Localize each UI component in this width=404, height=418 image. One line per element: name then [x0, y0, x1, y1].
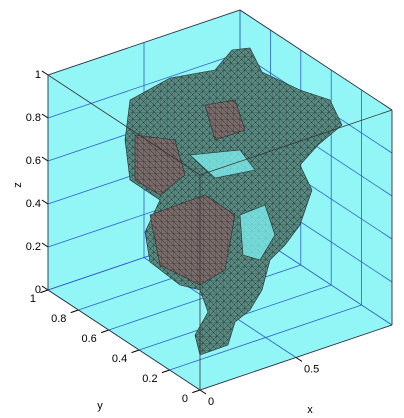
- y-axis-label: y: [97, 400, 103, 412]
- z-tick-label: 0.8: [26, 112, 41, 124]
- tick-mark: [42, 200, 48, 204]
- tick-mark: [40, 290, 48, 293]
- tick-mark: [132, 350, 140, 353]
- x-tick-label: 0.5: [304, 363, 319, 375]
- tick-mark: [42, 286, 48, 290]
- y-tick-label: 0.6: [82, 333, 97, 345]
- tick-mark: [296, 358, 302, 362]
- tick-mark: [101, 330, 109, 333]
- tick-mark: [42, 243, 48, 247]
- tick-mark: [42, 71, 48, 75]
- y-tick-label: 1: [30, 293, 36, 305]
- tick-mark: [192, 390, 200, 393]
- y-tick-label: 0.8: [51, 313, 66, 325]
- tick-mark: [42, 114, 48, 118]
- tick-mark: [162, 370, 170, 373]
- chart: 00.20.40.60.8100.20.40.60.8100.5 x y z: [0, 0, 404, 418]
- tick-mark: [42, 157, 48, 161]
- z-tick-label: 0.2: [26, 241, 41, 253]
- z-tick-label: 0.4: [26, 198, 41, 210]
- y-tick-label: 0: [182, 393, 188, 405]
- z-tick-label: 1: [35, 69, 41, 81]
- tick-mark: [200, 390, 206, 394]
- x-tick-label: 0: [208, 396, 214, 408]
- x-axis-label: x: [307, 404, 313, 416]
- z-axis-label: z: [12, 182, 24, 188]
- tick-mark: [71, 310, 79, 313]
- y-tick-label: 0.4: [112, 353, 127, 365]
- y-tick-label: 0.2: [142, 373, 157, 385]
- page: 00.20.40.60.8100.20.40.60.8100.5 x y z (…: [0, 0, 404, 418]
- z-tick-label: 0.6: [26, 155, 41, 167]
